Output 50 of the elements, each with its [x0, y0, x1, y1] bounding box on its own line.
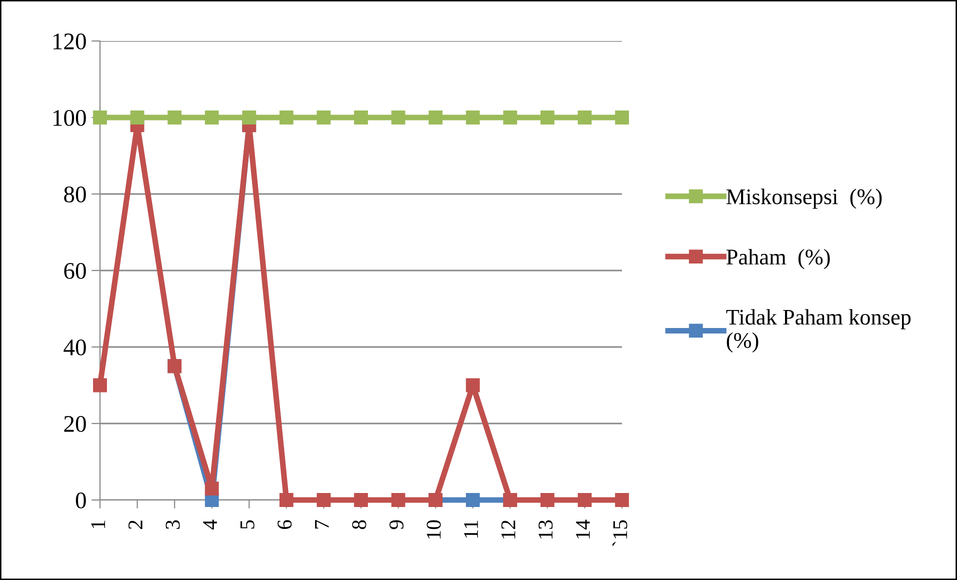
y-tick-label: 0	[76, 492, 86, 508]
x-tick-label: 6	[278, 520, 292, 529]
point	[615, 110, 629, 124]
x-tick-label: 2	[128, 520, 142, 529]
y-tick-label: 80	[64, 186, 86, 202]
y-tick-label: 60	[64, 262, 86, 279]
legend-label: Tidak Paham konsep (%)	[726, 309, 911, 352]
point	[168, 110, 182, 124]
point	[279, 493, 294, 507]
point	[279, 110, 294, 124]
point	[466, 110, 480, 124]
x-tick-label: 10	[426, 520, 441, 538]
point	[466, 378, 480, 392]
x-tick-label: 9	[390, 520, 404, 530]
point	[540, 493, 554, 507]
point	[242, 110, 256, 124]
point	[428, 110, 443, 124]
x-tick-label: 5	[240, 520, 254, 529]
x-tick-label: 11	[464, 520, 478, 538]
point	[354, 493, 368, 507]
x-tick-label: 8	[352, 520, 366, 530]
point	[540, 110, 554, 124]
point	[204, 110, 219, 124]
point	[354, 110, 368, 124]
legend-label: Paham (%)	[726, 248, 830, 270]
x-tick-label: 4	[203, 520, 217, 530]
x-tick-label: 1	[91, 520, 106, 528]
point	[578, 110, 592, 124]
x-tick-label: 14	[576, 520, 590, 538]
point	[391, 110, 406, 124]
x-tick-label: 12	[501, 520, 516, 538]
y-tick-label: 40	[64, 339, 86, 356]
point	[578, 493, 592, 507]
y-tick-label: 120	[53, 33, 86, 50]
x-tick-label: 3	[166, 520, 180, 529]
x-tick-label: `15	[612, 520, 628, 546]
legend-label: Miskonsepsi (%)	[726, 188, 882, 209]
point	[204, 482, 219, 496]
point	[316, 110, 331, 124]
y-tick-label: 100	[53, 110, 86, 126]
point	[93, 378, 107, 392]
point	[503, 110, 518, 124]
point	[466, 493, 480, 507]
point	[93, 110, 107, 124]
point	[316, 493, 331, 507]
point	[391, 493, 406, 507]
x-tick-label: 13	[538, 520, 553, 538]
point	[130, 110, 144, 124]
y-tick-label: 20	[64, 416, 86, 432]
x-tick-label: 7	[315, 520, 329, 528]
